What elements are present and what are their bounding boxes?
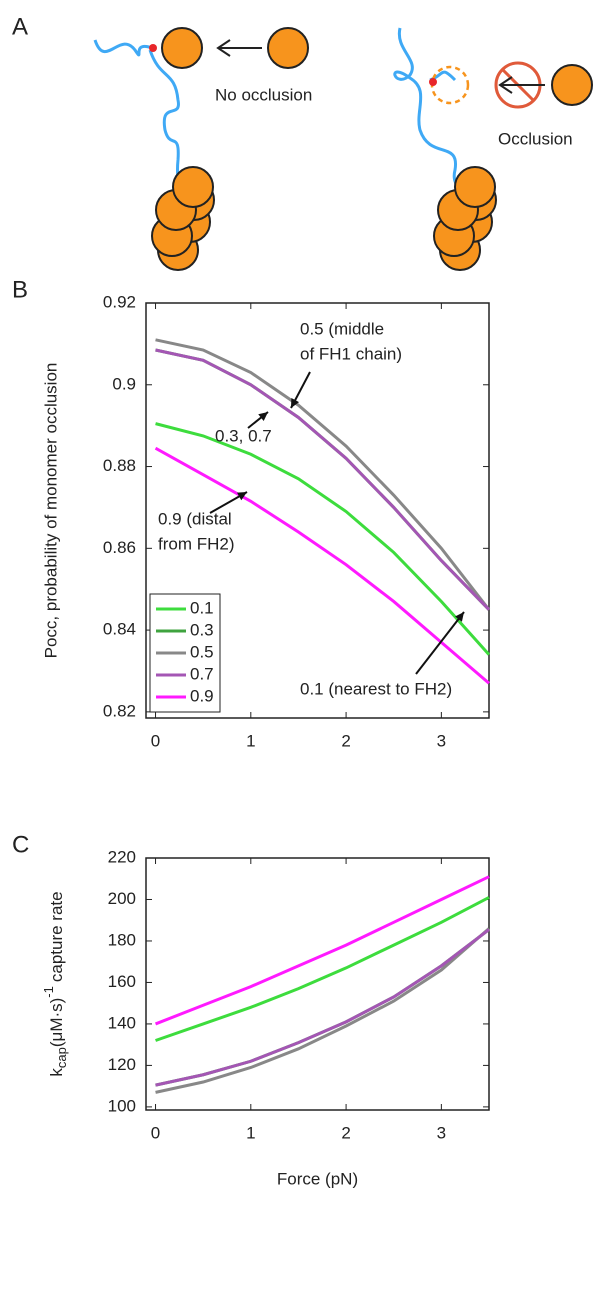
annotation: 0.9 (distal xyxy=(158,509,232,528)
y-axis-label: Pocc, probability of monomer occlusion xyxy=(41,363,60,659)
label: No occlusion xyxy=(215,85,312,104)
y-tick-label: 180 xyxy=(108,930,136,949)
y-tick-label: 220 xyxy=(108,847,136,866)
legend-label: 0.1 xyxy=(190,598,214,617)
y-tick-label: 160 xyxy=(108,972,136,991)
x-tick-label: 0 xyxy=(151,1123,160,1142)
y-label-part: cap xyxy=(54,1047,69,1068)
line xyxy=(155,896,490,1042)
label: Occlusion xyxy=(498,129,573,148)
plot-frame xyxy=(145,857,490,1111)
y-tick-label: 0.88 xyxy=(103,456,136,475)
line xyxy=(155,348,491,611)
line xyxy=(154,875,490,1026)
arrow xyxy=(216,39,262,57)
x-tick-label: 0 xyxy=(151,731,160,750)
x-tick-label: 1 xyxy=(246,1123,255,1142)
arrow-head xyxy=(237,492,247,501)
x-tick-label: 1 xyxy=(246,731,255,750)
y-tick-label: 140 xyxy=(108,1013,136,1032)
annotation: from FH2) xyxy=(158,534,235,553)
y-label-part: k xyxy=(47,1068,66,1077)
y-tick-label: 100 xyxy=(108,1096,136,1115)
y-tick-label: 120 xyxy=(108,1055,136,1074)
arrow xyxy=(498,76,545,94)
line xyxy=(155,927,490,1094)
y-label-part: capture rate xyxy=(47,891,66,982)
diagram: A No occlusion Occlusion xyxy=(12,13,593,271)
arrow-head xyxy=(455,612,464,622)
legend-label: 0.3 xyxy=(190,620,214,639)
line xyxy=(155,928,490,1087)
actin-left xyxy=(151,27,309,271)
fh1-chain xyxy=(93,39,187,201)
arrow-head xyxy=(258,412,268,422)
y-tick-label: 0.84 xyxy=(103,620,136,639)
x-tick-label: 3 xyxy=(437,1123,446,1142)
y-label-part: -1 xyxy=(41,986,56,998)
x-tick-label: 2 xyxy=(341,731,350,750)
arrow-head xyxy=(291,398,300,408)
line xyxy=(155,928,490,1087)
x-tick-label: 3 xyxy=(437,731,446,750)
y-tick-label: 0.82 xyxy=(103,701,136,720)
y-tick-label: 200 xyxy=(108,889,136,908)
x-axis-label: Force (pN) xyxy=(277,1169,358,1188)
actin-right xyxy=(433,64,593,271)
annotation: 0.5 (middle xyxy=(300,319,384,338)
y-tick-label: 0.9 xyxy=(112,374,136,393)
panel-label: A xyxy=(12,13,28,40)
panel-label: C xyxy=(12,831,29,858)
y-label-part: (μM·s) xyxy=(47,998,66,1047)
y-tick-label: 0.86 xyxy=(103,538,136,557)
annotation: 0.3, 0.7 xyxy=(215,426,272,445)
fh1-chain xyxy=(393,27,468,201)
annotation-arrow xyxy=(415,611,465,675)
y-axis-label: kcap(μM·s)-1 capture rate xyxy=(41,891,69,1076)
legend-label: 0.9 xyxy=(190,686,214,705)
line xyxy=(155,348,491,611)
red-dot xyxy=(429,78,437,86)
line xyxy=(155,422,491,656)
line xyxy=(154,446,490,685)
red-dot xyxy=(149,44,157,52)
plot-frame xyxy=(145,302,490,719)
annotation: of FH1 chain) xyxy=(300,344,402,363)
legend-label: 0.7 xyxy=(190,664,214,683)
annotation: 0.1 (nearest to FH2) xyxy=(300,679,452,698)
legend-label: 0.5 xyxy=(190,642,214,661)
panel-label: B xyxy=(12,276,28,303)
occluded-site xyxy=(430,65,470,105)
line xyxy=(155,338,491,611)
x-tick-label: 2 xyxy=(341,1123,350,1142)
y-tick-label: 0.92 xyxy=(103,292,136,311)
